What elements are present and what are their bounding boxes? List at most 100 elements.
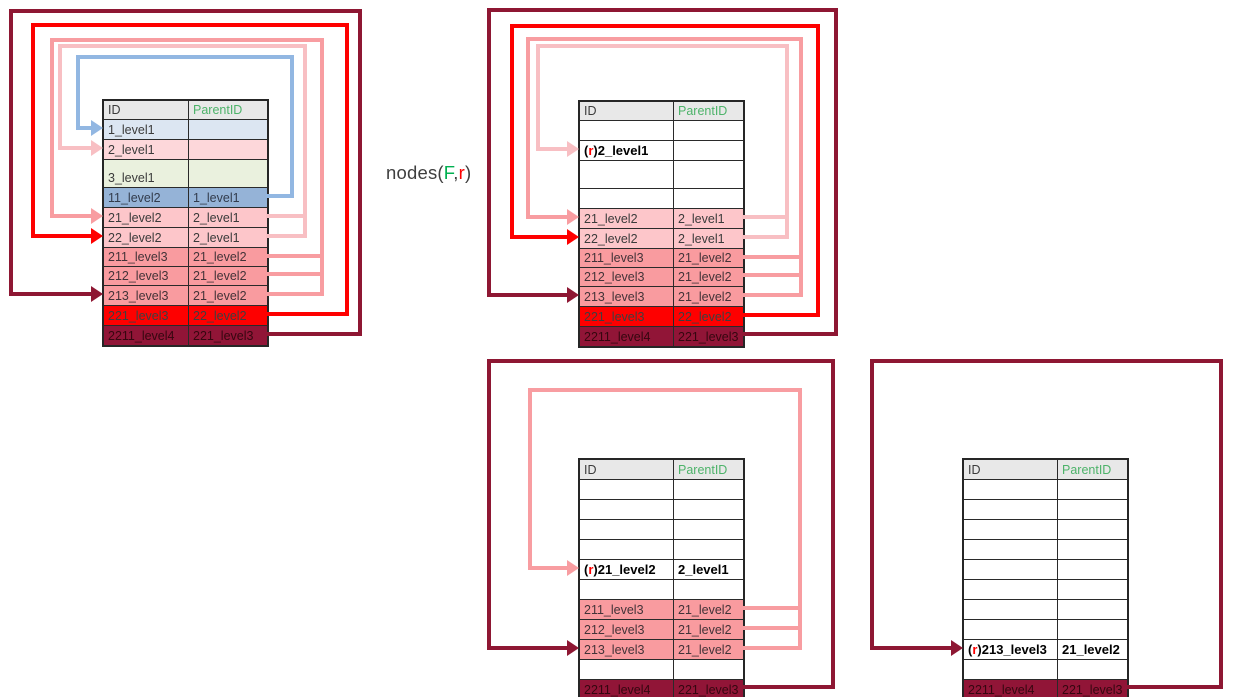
table-call-r-21_level2: ID ParentID (r)21_level2 2_level1 211_level3… [578, 458, 745, 697]
id-cell [964, 580, 1058, 599]
t2-arrow-to-r2_level1-segment [785, 44, 789, 239]
table-row [580, 161, 743, 189]
parentid-cell: 221_level3 [193, 329, 254, 343]
header-id-cell: ID [580, 460, 674, 479]
t1-arrow-to-22_level2-segment [266, 312, 349, 316]
t3-arrow-to-r21_level2-segment [528, 388, 802, 392]
id-cell [580, 189, 674, 208]
table-header-row: ID ParentID [104, 101, 267, 120]
t2-arrow-to-r2_level1-segment [742, 235, 789, 239]
id-cell: 211_level3 [580, 600, 674, 619]
table-row: 213_level3 21_level2 [104, 286, 267, 306]
id-cell [964, 540, 1058, 559]
table-row: 221_level3 22_level2 [580, 307, 743, 327]
parentid-cell [674, 121, 743, 140]
table-call-r-2_level1: ID ParentID(r)2_level1 21_level2 2_level1 22… [578, 100, 745, 348]
id-cell: 2_level1 [104, 140, 189, 159]
t2-arrow-to-213_level3-segment [487, 293, 568, 297]
table-row [580, 540, 743, 560]
parentid-cell [674, 540, 743, 559]
t1-arrow-to-1_level1-arrowhead-icon [91, 120, 103, 136]
id-cell [964, 480, 1058, 499]
t2-arrow-to-213_level3-segment [742, 332, 838, 336]
id-cell: 212_level3 [580, 620, 674, 639]
parentid-cell: 21_level2 [1062, 642, 1120, 657]
header-parentid-cell: ParentID [678, 104, 728, 118]
t2-arrow-to-22_level2-segment [510, 24, 820, 28]
t3-arrow-to-213_level3-segment [487, 359, 835, 363]
id-cell [964, 560, 1058, 579]
id-cell: 221_level3 [104, 306, 189, 325]
t4-arrow-to-r213_level3-segment [1219, 359, 1223, 689]
table-row: 3_level1 [104, 160, 267, 188]
t2-arrow-to-21_level2-segment [742, 293, 803, 297]
parentid-cell: 21_level2 [678, 290, 732, 304]
header-parentid-cell: ParentID [1062, 463, 1112, 477]
header-parentid-cell: ParentID [193, 103, 243, 117]
parentid-cell [1058, 500, 1127, 519]
t3-arrow-to-r21_level2-segment [528, 388, 532, 570]
t1-arrow-to-22_level2-segment [31, 234, 92, 238]
parentid-cell [674, 520, 743, 539]
parentid-cell: 21_level2 [193, 269, 247, 283]
table-row: 211_level3 21_level2 [580, 600, 743, 620]
parentid-cell: 221_level3 [678, 683, 739, 697]
t3-arrow-to-213_level3-arrowhead-icon [567, 640, 579, 656]
t1-arrow-to-213_level3-segment [9, 9, 13, 296]
id-cell: 22_level2 [580, 229, 674, 248]
t2-arrow-to-r2_level1-arrowhead-icon [567, 141, 579, 157]
parentid-cell [674, 161, 743, 188]
parentid-cell: 22_level2 [193, 309, 247, 323]
t1-arrow-to-21_level2-segment [266, 272, 324, 276]
t3-arrow-to-r21_level2-segment [528, 566, 568, 570]
t2-arrow-to-22_level2-segment [510, 24, 514, 239]
parentid-cell [1058, 660, 1127, 679]
id-cell: 2211_level4 [580, 327, 674, 346]
table-row [964, 560, 1127, 580]
parentid-cell [674, 500, 743, 519]
parentid-cell: 2_level1 [193, 211, 240, 225]
table-row [964, 540, 1127, 560]
id-cell: 21_level2 [104, 208, 189, 227]
parentid-cell: 21_level2 [678, 623, 732, 637]
t1-arrow-to-2_level1-segment [58, 146, 92, 150]
id-cell: 211_level3 [580, 249, 674, 267]
id-cell: 3_level1 [104, 160, 189, 187]
t1-arrow-to-2_level1-segment [303, 44, 307, 238]
id-cell: 1_level1 [104, 120, 189, 139]
t3-arrow-to-r21_level2-segment [742, 606, 802, 610]
parentid-cell [674, 189, 743, 208]
t1-arrow-to-213_level3-segment [9, 9, 362, 13]
table-row [580, 189, 743, 209]
label-comma: , [453, 162, 459, 183]
parentid-cell [674, 480, 743, 499]
t2-arrow-to-21_level2-segment [526, 37, 530, 219]
t2-arrow-to-21_level2-segment [526, 215, 568, 219]
header-id-cell: ID [580, 102, 674, 120]
table-row: 21_level2 2_level1 [104, 208, 267, 228]
table-row: 22_level2 2_level1 [580, 229, 743, 249]
table-row [580, 520, 743, 540]
parentid-cell: 2_level1 [678, 562, 729, 577]
table-row: 11_level2 1_level1 [104, 188, 267, 208]
parentid-cell: 21_level2 [678, 603, 732, 617]
t3-arrow-to-r21_level2-segment [742, 646, 802, 650]
id-cell [964, 520, 1058, 539]
t1-arrow-to-21_level2-arrowhead-icon [91, 208, 103, 224]
header-id-cell: ID [104, 101, 189, 119]
id-cell: 22_level2 [104, 228, 189, 247]
t1-arrow-to-213_level3-segment [358, 9, 362, 336]
t1-arrow-to-22_level2-segment [31, 23, 349, 27]
t1-arrow-to-1_level1-segment [76, 55, 294, 59]
table-header-row: ID ParentID [580, 460, 743, 480]
id-cell: 213_level3 [580, 640, 674, 659]
parentid-cell: 221_level3 [1062, 683, 1123, 697]
id-cell: 2211_level4 [104, 326, 189, 345]
parentid-cell [1058, 560, 1127, 579]
table-row: 212_level3 21_level2 [580, 620, 743, 640]
t2-arrow-to-21_level2-segment [742, 255, 803, 259]
t4-arrow-to-r213_level3-segment [870, 359, 1223, 363]
t2-arrow-to-22_level2-segment [742, 313, 820, 317]
recursion-marker: r [588, 143, 594, 158]
t1-arrow-to-21_level2-segment [50, 38, 324, 42]
